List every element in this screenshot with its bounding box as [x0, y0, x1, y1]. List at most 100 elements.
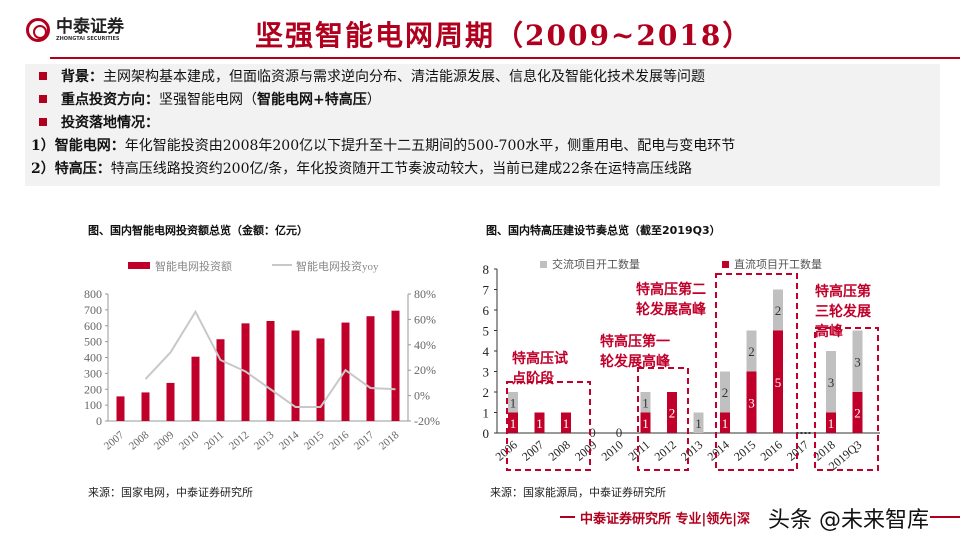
y-tick-label: 4	[483, 344, 490, 359]
x-tick-label: 2016	[758, 438, 785, 464]
summary-bold: 智能电网+特高压	[257, 92, 367, 108]
uhv-chart: 0123456781120061200712008020090201011201…	[483, 257, 880, 473]
x-tick-label: 2009	[572, 438, 599, 464]
x-tick-label: 2007	[519, 438, 546, 464]
y2-tick-label: 0%	[414, 389, 430, 403]
annotation-label: 轮发展高峰	[636, 301, 707, 318]
summary-text: 特高压线路投资约200亿/条，年化投资随开工节奏波动较大，当前已建成22条在运特…	[110, 161, 693, 177]
y2-tick-label: 20%	[414, 363, 436, 377]
bar	[391, 310, 400, 421]
annotation-box	[715, 273, 798, 471]
bullet-icon	[39, 95, 47, 103]
legend-label: 直流项目开工数量	[734, 257, 822, 271]
dc-data-label: 1	[642, 416, 649, 431]
y-tick-label: 300	[84, 366, 102, 380]
dc-bar	[508, 412, 518, 433]
logo: 中泰证券 ZHONGTAI SECURITIES	[26, 18, 124, 42]
y2-tick-label: 80%	[414, 287, 436, 301]
dc-data-label: 3	[748, 395, 755, 410]
summary-line: 2）特高压：特高压线路投资约200亿/条，年化投资随开工节奏波动较大，当前已建成…	[31, 158, 692, 181]
annotation-label: 特高压第	[815, 283, 871, 300]
page-title: 坚强智能电网周期（2009~2018）	[255, 19, 753, 52]
chart1-title: 图、国内智能电网投资额总览（金额：亿元）	[88, 224, 308, 237]
dc-bar	[561, 412, 571, 433]
annotation-label: 特高压试	[512, 350, 568, 367]
y-tick-label: 100	[84, 398, 102, 412]
ac-data-label: 1	[642, 395, 649, 410]
y-tick-label: 0	[96, 414, 102, 428]
dc-data-label: 1	[563, 416, 570, 431]
x-tick-label: 2010	[599, 438, 626, 464]
watermark: 头条 @未来智库	[768, 508, 929, 533]
x-tick-label: 2008	[546, 438, 573, 464]
dc-data-label: 1	[510, 416, 517, 431]
annotation-label: 特高压第二	[636, 281, 706, 298]
dc-data-label: 1	[722, 416, 729, 431]
bar	[216, 339, 225, 421]
ac-data-label: 2	[775, 303, 782, 318]
summary-text: 主网架构基本建成，但面临资源与需求逆向分布、清洁能源发展、信息化及智能化技术发展…	[103, 69, 705, 85]
x-tick-label: 2017	[784, 438, 811, 464]
dc-data-label: 5	[775, 375, 782, 390]
y2-tick-label: 60%	[414, 312, 436, 326]
ac-bar	[508, 392, 518, 413]
x-tick-label: 2013	[678, 438, 705, 464]
x-tick-label: 2015	[731, 438, 758, 464]
ac-data-label: 2	[748, 344, 755, 359]
y-tick-label: 6	[483, 303, 490, 318]
bar	[166, 382, 175, 421]
bullet-icon	[39, 72, 47, 80]
y-tick-label: 500	[84, 335, 102, 349]
y-tick-label: 2	[483, 385, 490, 400]
x-tick-label: 2014	[705, 438, 732, 464]
dc-bar	[534, 412, 545, 433]
legend-label: 智能电网投资yoy	[296, 259, 379, 273]
ac-bar	[773, 289, 783, 331]
y-tick-label: 7	[483, 283, 490, 298]
annotation-box	[637, 367, 689, 471]
dc-bar	[826, 412, 836, 433]
ac-bar	[640, 392, 651, 413]
dc-bar	[667, 392, 677, 433]
y-tick-label: 700	[84, 303, 102, 317]
summary-label: 2）特高压：	[31, 161, 111, 177]
y-tick-label: 400	[84, 351, 102, 365]
legend-ac-swatch	[540, 261, 547, 268]
yoy-line	[144, 309, 396, 409]
y-tick-label: 5	[483, 324, 490, 339]
title-divider	[50, 57, 960, 59]
legend-label: 交流项目开工数量	[552, 257, 640, 271]
chart1-source: 来源：国家电网，中泰证券研究所	[88, 486, 253, 499]
summary-label: 1）智能电网：	[31, 138, 125, 154]
dc-bar	[773, 330, 783, 433]
logo-icon	[26, 18, 50, 42]
summary-box: 背景：主网架构基本建成，但面临资源与需求逆向分布、清洁能源发展、信息化及智能化技…	[25, 64, 940, 186]
annotation-label: 特高压第一	[600, 333, 670, 350]
summary-text: 年化智能投资由2008年200亿以下提升至十二五期间的500-700水平，侧重用…	[124, 138, 736, 154]
dc-data-label: 2	[854, 406, 861, 421]
annotation-box	[506, 381, 591, 471]
y-tick-label: 8	[483, 262, 490, 277]
legend-dc-swatch	[722, 261, 729, 268]
dc-bar	[640, 412, 651, 433]
summary-label: 重点投资方向：	[61, 92, 159, 108]
ac-bar	[746, 330, 757, 372]
chart2-title: 图、国内特高压建设节奏总览（截至2019Q3）	[486, 224, 721, 237]
ac-bar	[826, 351, 836, 413]
bar	[291, 330, 300, 421]
y-tick-label: 800	[84, 287, 102, 301]
summary-text: ）	[366, 92, 381, 108]
y-tick-label: 200	[84, 382, 102, 396]
x-tick-label: 2012	[652, 438, 679, 464]
y-tick-label: 0	[483, 426, 490, 441]
annotation-box	[814, 327, 879, 471]
ac-data-label: 3	[828, 375, 835, 390]
zero-label: 0	[589, 425, 596, 440]
chart2-source: 来源：国家能源局，中泰证券研究所	[490, 486, 666, 499]
y-tick-label: 3	[483, 365, 490, 380]
summary-label: 投资落地情况：	[61, 115, 159, 131]
ac-bar	[720, 371, 730, 413]
bar	[266, 320, 275, 421]
annotation-label: 点阶段	[512, 370, 554, 387]
